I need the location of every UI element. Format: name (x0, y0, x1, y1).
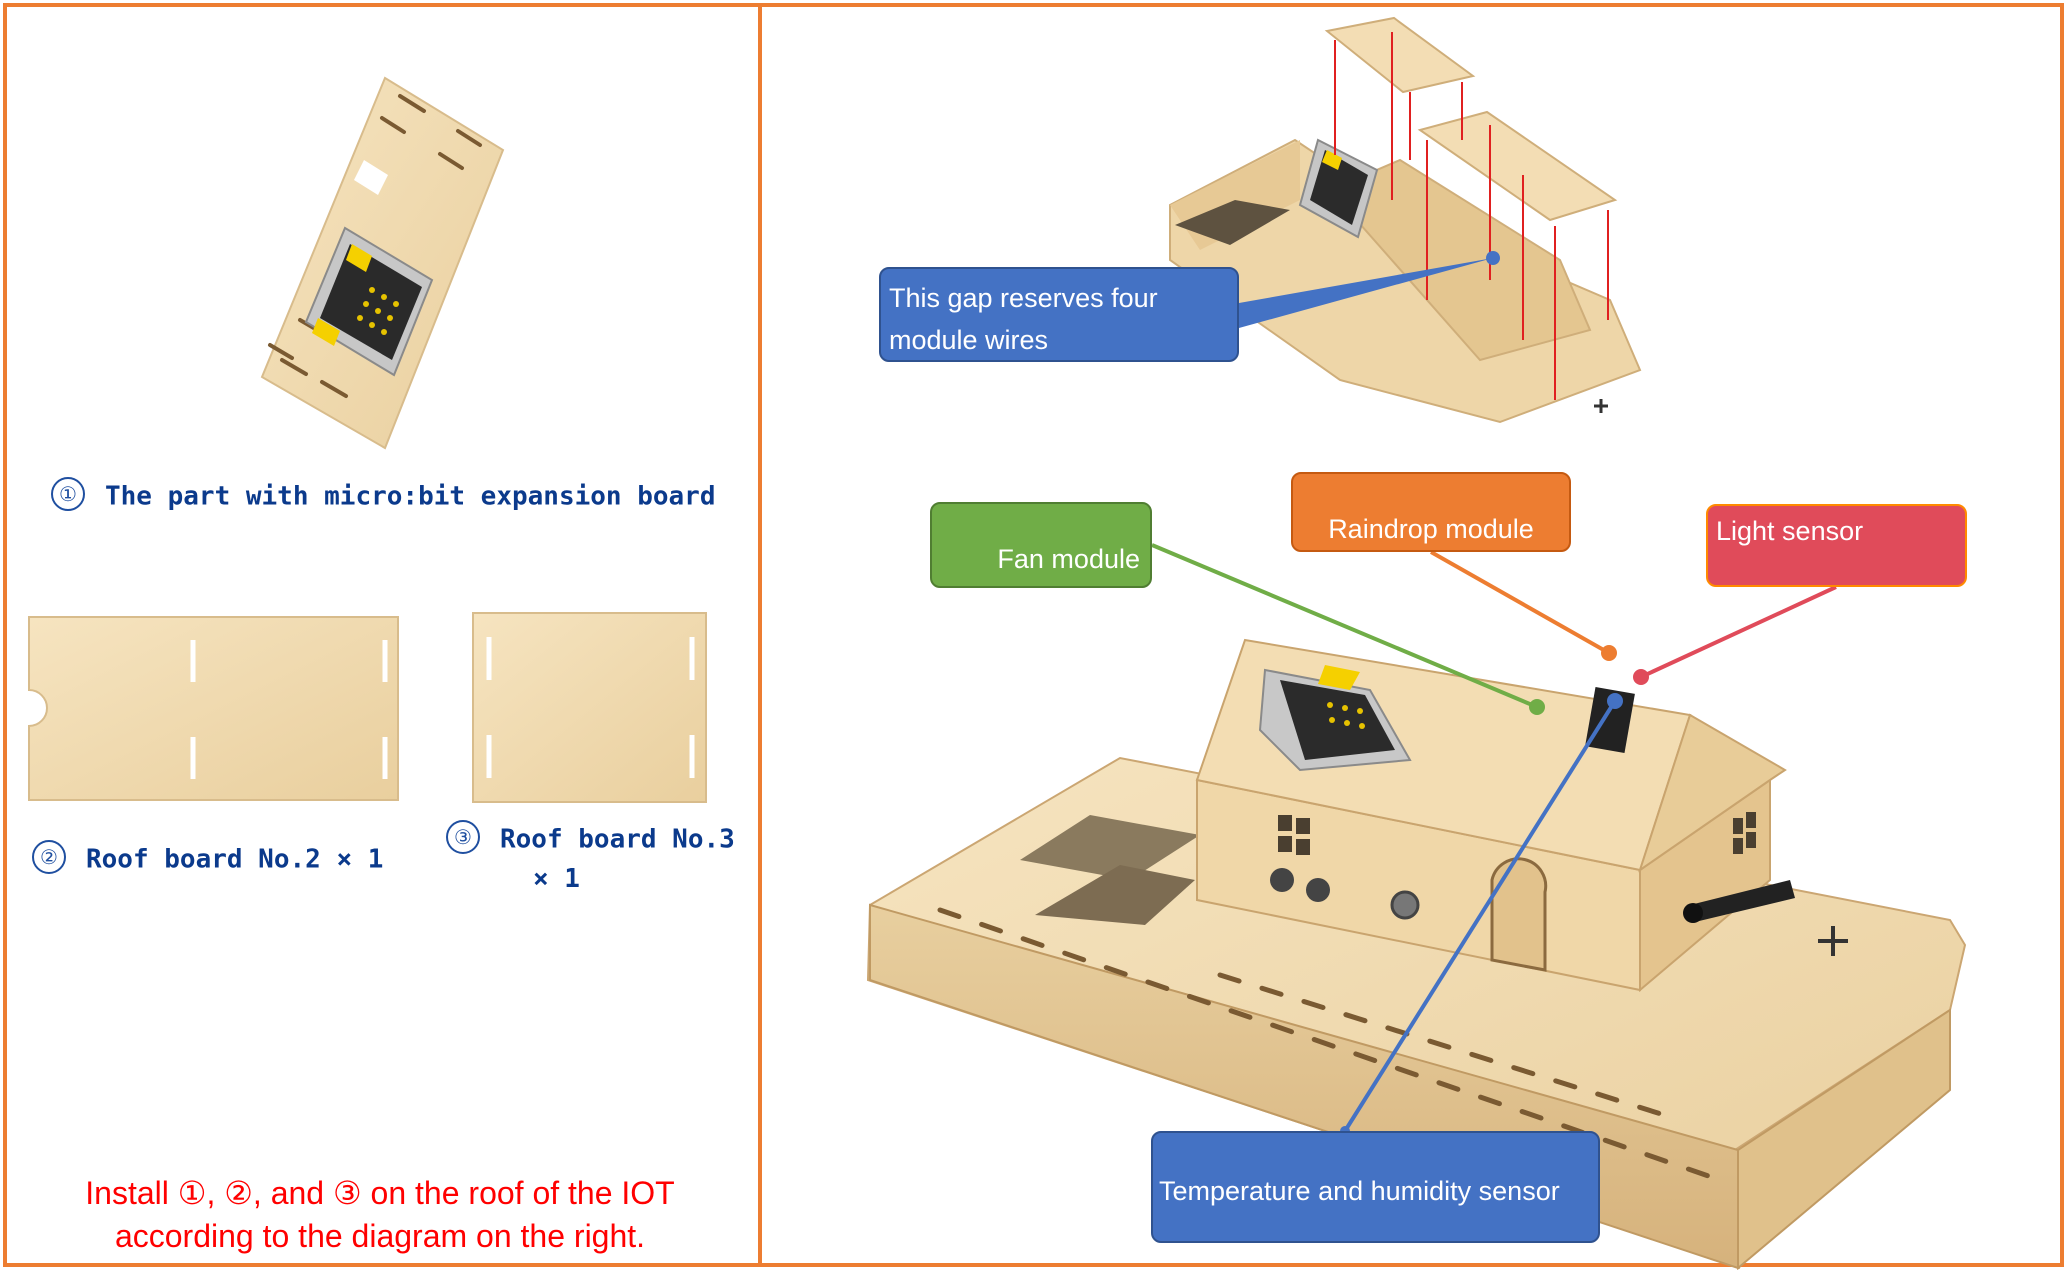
roof-board-2-image (28, 616, 399, 801)
right-panel (758, 3, 2064, 1267)
part2-label: Roof board No.2 × 1 (86, 844, 384, 875)
callout-pointer-lines (1151, 258, 1837, 1133)
callout-temperature-humidity-sensor: Temperature and humidity sensor (1151, 1131, 1600, 1243)
part1-board-image (260, 76, 505, 450)
callout-wire-gap: This gap reserves four module wires (879, 267, 1239, 362)
part1-number: ① (51, 477, 85, 511)
callout-wire-gap-line1: This gap reserves four (889, 283, 1158, 313)
part2-caption: ② Roof board No.2 × 1 (32, 840, 384, 877)
part2-number: ② (32, 840, 66, 874)
callout-raindrop-module: Raindrop module (1291, 472, 1571, 552)
instruction-line2: according to the diagram on the right. (114, 1218, 646, 1254)
part1-label: The part with micro:bit expansion board (105, 481, 716, 512)
callout-light-sensor: Light sensor (1706, 504, 1967, 587)
part1-caption: ① The part with micro:bit expansion board (51, 477, 716, 514)
roof-board-3-image (472, 612, 707, 803)
microbit-expansion-icon (304, 226, 434, 377)
part3-number: ③ (446, 820, 480, 854)
callout-wire-gap-line2: module wires (889, 325, 1049, 355)
iot-house-image (866, 638, 1967, 1270)
part3-caption-line2: × 1 (533, 864, 580, 894)
callout-fan-module: Fan module (930, 502, 1152, 588)
part3-label: Roof board No.3 (500, 824, 735, 855)
instruction-line1: Install ①, ②, and ③ on the roof of the I… (85, 1175, 675, 1211)
exploded-roof-image (1169, 16, 1642, 424)
part3-caption: ③ Roof board No.3 (446, 820, 735, 857)
